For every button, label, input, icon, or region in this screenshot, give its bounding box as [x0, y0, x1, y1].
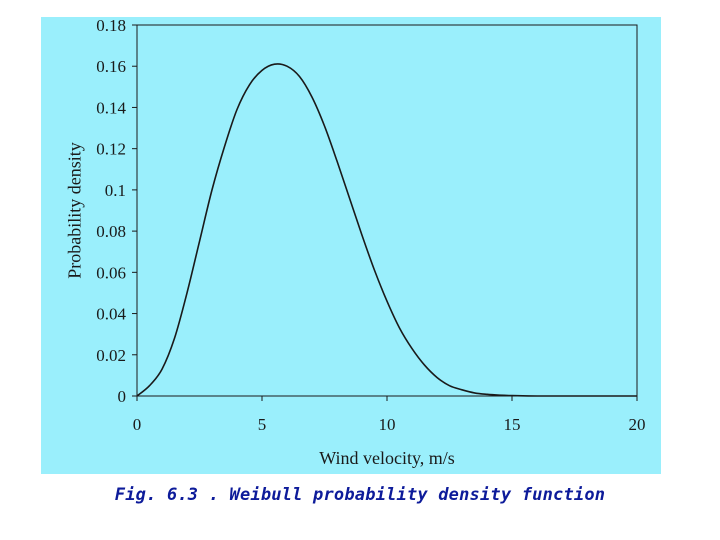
- y-axis-ticks: 0 0.02 0.04 0.06 0.08 0.1 0.12 0.14 0.16 0.18: [96, 17, 137, 406]
- weibull-chart: 0 0.02 0.04 0.06 0.08 0.1 0.12 0.14 0.16 0.18 0 5 1…: [64, 17, 646, 468]
- y-tick-label: 0: [118, 387, 127, 406]
- y-tick-label: 0.16: [96, 57, 126, 76]
- figure-caption: Fig. 6.3 . Weibull probability density f…: [114, 485, 606, 505]
- x-axis-ticks: 0 5 10 15 20: [133, 396, 646, 434]
- series-line: [136, 63, 637, 397]
- y-tick-label: 0.1: [105, 181, 126, 200]
- y-axis-title: Probability density: [64, 142, 84, 279]
- x-tick-label: 10: [379, 415, 396, 434]
- y-tick-label: 0.14: [96, 98, 126, 117]
- y-tick-label: 0.04: [96, 305, 126, 324]
- x-tick-label: 15: [504, 415, 521, 434]
- y-tick-label: 0.08: [96, 222, 126, 241]
- x-tick-label: 0: [133, 415, 142, 434]
- x-axis-title: Wind velocity, m/s: [319, 448, 455, 468]
- y-tick-label: 0.18: [96, 17, 126, 35]
- x-tick-label: 20: [629, 415, 646, 434]
- y-tick-label: 0.06: [96, 263, 126, 282]
- y-tick-label: 0.12: [96, 140, 126, 159]
- x-tick-label: 5: [258, 415, 267, 434]
- chart-panel: 0 0.02 0.04 0.06 0.08 0.1 0.12 0.14 0.16 0.18 0 5 1…: [41, 17, 661, 474]
- y-tick-label: 0.02: [96, 346, 126, 365]
- plot-area: [136, 24, 638, 397]
